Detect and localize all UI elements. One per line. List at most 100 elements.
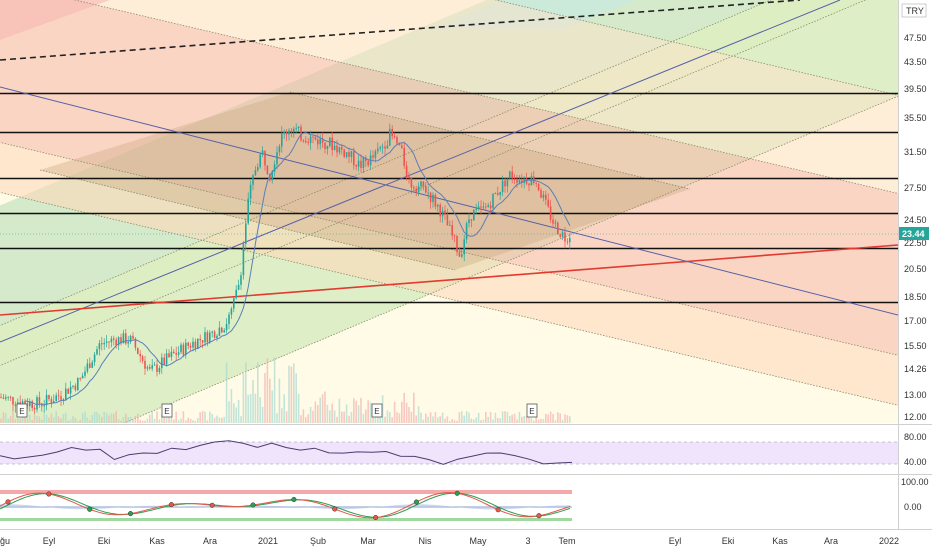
volume-bar <box>449 420 451 423</box>
rsi-axis-tick-80: 80.00 <box>904 432 927 442</box>
candle-body <box>48 394 50 400</box>
stochastic-pane[interactable] <box>0 490 572 521</box>
price-axis-tick: 47.50 <box>904 33 927 43</box>
candle-body <box>456 236 458 253</box>
volume-bar <box>62 414 65 423</box>
volume-bar <box>144 420 146 423</box>
channel-parallelogram <box>40 92 690 270</box>
candle-body <box>278 146 281 153</box>
volume-bar <box>542 418 545 423</box>
candle-body <box>57 395 60 397</box>
volume-bar <box>365 409 367 423</box>
volume-bar <box>185 420 187 423</box>
volume-bar <box>564 414 566 423</box>
candle-body <box>540 190 542 198</box>
candle-body <box>271 171 273 181</box>
volume-bar <box>127 417 129 423</box>
candle-body <box>559 234 561 237</box>
price-axis-tick: 39.50 <box>904 84 927 94</box>
volume-bar <box>355 400 357 423</box>
volume-bar <box>441 412 444 423</box>
volume-bar <box>278 378 281 423</box>
candle-body <box>405 165 408 177</box>
candle-body <box>429 192 432 203</box>
candle-body <box>29 401 31 407</box>
volume-bar <box>540 419 542 423</box>
volume-bar <box>321 394 324 423</box>
volume-bar <box>146 418 149 423</box>
volume-bar <box>192 420 194 423</box>
candle-body <box>401 145 403 148</box>
candle-body <box>309 136 312 144</box>
volume-bar <box>84 411 86 423</box>
candle-body <box>516 179 518 183</box>
candle-body <box>165 353 168 365</box>
stoch-cross-dot <box>250 502 256 508</box>
volume-bar <box>513 413 516 423</box>
time-axis-label: 3 <box>525 536 530 546</box>
earnings-event-marker[interactable]: E <box>371 403 383 418</box>
rsi-pane[interactable] <box>0 440 898 465</box>
candle-body <box>230 308 233 315</box>
volume-bar <box>444 418 446 423</box>
candle-body <box>2 397 5 399</box>
price-axis-tick: 17.00 <box>904 316 927 326</box>
volume-bar <box>211 413 213 423</box>
candle-body <box>391 128 393 137</box>
earnings-event-marker[interactable]: E <box>16 403 28 418</box>
price-axis-tick: 20.50 <box>904 264 927 274</box>
candle-body <box>261 150 264 155</box>
volume-bar <box>437 417 439 423</box>
candle-body <box>324 142 326 149</box>
volume-bar <box>79 419 81 423</box>
candle-body <box>33 408 36 410</box>
earnings-event-marker[interactable]: E <box>161 403 173 418</box>
price-axis[interactable]: 47.50 43.50 39.50 35.50 31.50 27.50 24.50 22.50… <box>904 33 927 422</box>
moving-average-line <box>24 132 571 406</box>
volume-bar <box>465 411 468 423</box>
candle-body <box>357 160 360 167</box>
volume-bar <box>410 411 413 423</box>
earnings-event-marker[interactable]: E <box>526 403 538 418</box>
volume-bar <box>319 397 321 423</box>
price-axis-tick: 14.26 <box>904 364 927 374</box>
time-axis-label: Kas <box>772 536 788 546</box>
candle-body <box>101 343 103 345</box>
rsi-line <box>0 440 573 465</box>
volume-bar <box>338 398 341 423</box>
time-axis[interactable]: ğu Eyl Eki Kas Ara 2021 Şub Mar Nis May 3 Tem Eyl Eki… <box>0 536 899 546</box>
time-axis-label: 2021 <box>258 536 278 546</box>
candle-body <box>218 327 221 336</box>
candle-body <box>297 126 300 129</box>
volume-bar <box>139 419 141 423</box>
volume-bar <box>273 357 276 423</box>
candle-body <box>331 137 333 150</box>
volume-bar <box>345 404 348 423</box>
price-axis-tick: 15.50 <box>904 341 927 351</box>
candle-body <box>74 385 77 390</box>
volume-bar <box>158 419 161 423</box>
volume-bar <box>33 414 36 423</box>
candle-body <box>444 210 446 215</box>
time-axis-label: Şub <box>310 536 326 546</box>
candle-body <box>434 194 437 207</box>
candle-body <box>528 183 530 186</box>
candle-body <box>446 214 449 226</box>
candle-body <box>153 364 156 366</box>
stoch-cross-markers <box>5 490 542 521</box>
volume-bar <box>7 418 9 423</box>
price-axis-tick: 22.50 <box>904 238 927 248</box>
volume-bar <box>168 417 170 423</box>
volume-bar <box>533 420 535 423</box>
candle-body <box>259 154 261 168</box>
volume-bar <box>458 412 461 423</box>
volume-bar <box>65 412 67 423</box>
candle-body <box>228 314 230 324</box>
volume-bar <box>381 395 384 423</box>
price-axis-tick: 27.50 <box>904 183 927 193</box>
volume-bar <box>446 416 449 423</box>
candle-body <box>465 223 468 240</box>
candle-body <box>410 177 413 188</box>
